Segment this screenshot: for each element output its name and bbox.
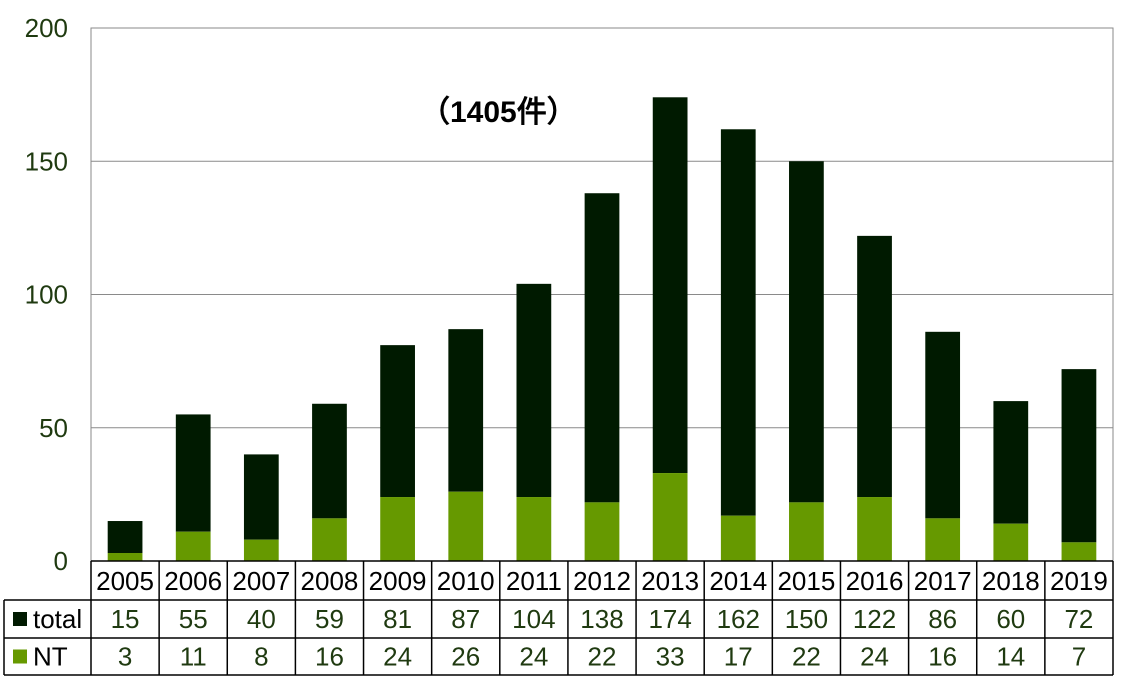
- table-cell: 138: [580, 604, 623, 634]
- x-tick-label: 2017: [914, 566, 972, 596]
- bar-total: [720, 129, 756, 516]
- table-cell: 33: [656, 642, 685, 672]
- table-cell: 15: [111, 604, 140, 634]
- bar-total: [312, 403, 347, 519]
- bar-total: [652, 97, 688, 474]
- table-cell: 3: [118, 642, 132, 672]
- x-tick-label: 2007: [232, 566, 290, 596]
- bar-total: [243, 454, 279, 540]
- x-tick-label: 2008: [301, 566, 359, 596]
- bar-nt: [584, 502, 620, 561]
- x-tick-label: 2015: [777, 566, 835, 596]
- table-cell: 174: [648, 604, 691, 634]
- bar-nt: [107, 553, 143, 561]
- chart-annotation: （1405件）: [420, 95, 577, 129]
- y-tick-label: 100: [25, 280, 68, 310]
- table-cell: 104: [512, 604, 555, 634]
- table-cell: 16: [315, 642, 344, 672]
- table-cell: 87: [451, 604, 480, 634]
- x-tick-label: 2016: [846, 566, 904, 596]
- table-cell: 17: [724, 642, 753, 672]
- table-cell: 150: [785, 604, 828, 634]
- bar-nt: [925, 518, 961, 561]
- table-cell: 122: [853, 604, 896, 634]
- x-tick-label: 2012: [573, 566, 631, 596]
- bar-nt: [789, 502, 824, 561]
- bar-nt: [857, 497, 892, 561]
- y-tick-label: 50: [39, 413, 68, 443]
- x-tick-label: 2018: [982, 566, 1040, 596]
- bar-nt: [175, 531, 211, 561]
- y-tick-label: 200: [25, 13, 68, 43]
- legend-key-total: [13, 612, 27, 626]
- x-tick-label: 2019: [1050, 566, 1108, 596]
- x-tick-label: 2011: [506, 566, 562, 596]
- table-cell: 22: [792, 642, 821, 672]
- table-cell: 11: [180, 642, 207, 672]
- bar-nt: [380, 497, 415, 561]
- bar-nt: [516, 497, 552, 561]
- bar-nt: [448, 491, 484, 561]
- legend-label: total: [33, 604, 82, 634]
- x-tick-label: 2014: [709, 566, 767, 596]
- x-tick-label: 2010: [437, 566, 495, 596]
- table-cell: 26: [451, 642, 480, 672]
- bar-total: [584, 193, 620, 503]
- data-table: 2005 2006 2007 2008 2009 2010 2011 2012 2013 2014…: [3, 560, 1114, 676]
- x-tick-label: 2006: [164, 566, 222, 596]
- table-cell: 81: [383, 604, 412, 634]
- bar-total: [107, 521, 143, 554]
- table-cell: 24: [860, 642, 889, 672]
- table-cell: 14: [996, 642, 1025, 672]
- table-cell: 24: [519, 642, 548, 672]
- bar-total: [993, 401, 1029, 524]
- bar-total: [925, 331, 961, 519]
- bar-total: [789, 161, 824, 503]
- bars: [107, 97, 1097, 561]
- bar-total: [1061, 369, 1097, 543]
- bar-total: [857, 235, 892, 498]
- x-tick-label: 2005: [96, 566, 154, 596]
- bar-total: [175, 414, 211, 532]
- x-tick-label: 2009: [369, 566, 427, 596]
- table-cell: 86: [928, 604, 957, 634]
- table-cell: 40: [247, 604, 276, 634]
- table-cell: 55: [179, 604, 208, 634]
- table-cell: 7: [1072, 642, 1086, 672]
- y-tick-label: 150: [25, 146, 68, 176]
- table-cell: 162: [717, 604, 760, 634]
- table-cell: 72: [1064, 604, 1093, 634]
- y-tick-label: 0: [54, 546, 68, 576]
- table-cell: 22: [588, 642, 617, 672]
- bar-nt: [652, 473, 688, 561]
- bar-total: [448, 329, 484, 492]
- bar-total: [380, 345, 415, 498]
- x-tick-label: 2013: [641, 566, 699, 596]
- bar-nt: [993, 523, 1029, 561]
- bar-nt: [312, 518, 347, 561]
- bar-nt: [1061, 542, 1097, 561]
- bar-total: [516, 283, 552, 498]
- bar-nt: [720, 515, 756, 561]
- table-cell: 24: [383, 642, 412, 672]
- legend-key-nt: [13, 649, 27, 664]
- table-cell: 59: [315, 604, 344, 634]
- table-cell: 60: [996, 604, 1025, 634]
- bar-nt: [243, 539, 279, 561]
- y-axis-ticks: 0 50 100 150 200: [25, 13, 68, 576]
- table-cell: 8: [254, 642, 268, 672]
- table-cell: 16: [928, 642, 957, 672]
- legend-label: NT: [33, 642, 68, 672]
